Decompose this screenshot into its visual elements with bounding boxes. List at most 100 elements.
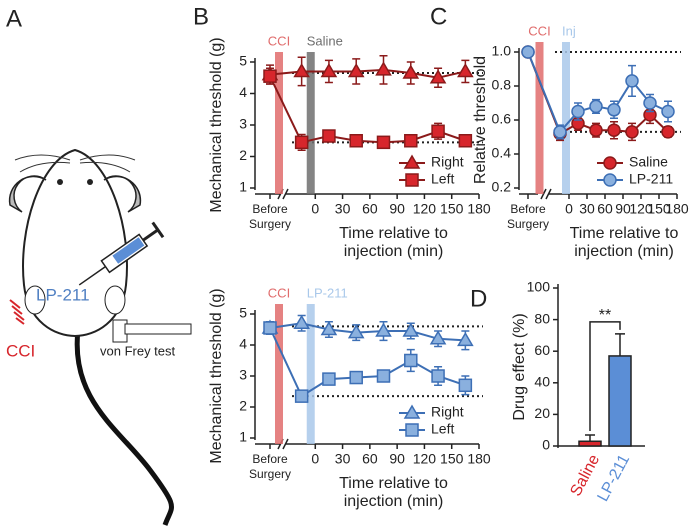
x-tick-label: 180 (665, 201, 689, 217)
x-axis-label: Time relative to (339, 225, 448, 242)
mouse-illustration: LP-211 CCI von Frey test (6, 148, 192, 526)
marker (405, 173, 419, 187)
event-label: CCI (268, 285, 290, 300)
x-tick-label: Surgery (507, 217, 549, 231)
panel-label: D (470, 285, 487, 312)
connector (269, 327, 303, 397)
y-tick-label: 3 (239, 116, 247, 132)
marker (322, 129, 336, 143)
marker (402, 64, 420, 79)
marker (661, 125, 675, 139)
legend-label: Right (431, 404, 464, 420)
marker (431, 124, 445, 139)
eye (87, 179, 93, 185)
y-axis-label: Mechanical threshold (g) (208, 37, 225, 212)
y-tick-label: 1.0 (492, 43, 512, 59)
x-tick-label: Before (252, 452, 288, 466)
marker (294, 389, 309, 403)
y-tick-label: 0.4 (492, 145, 512, 161)
marker (429, 69, 447, 84)
x-tick-label: 120 (629, 201, 653, 217)
y-tick-label: 0.2 (492, 179, 512, 195)
significance-bracket (589, 321, 621, 431)
x-tick-label: 30 (335, 201, 351, 217)
marker (589, 99, 603, 114)
event-label: CCI (528, 23, 550, 38)
legend-label: Saline (629, 154, 668, 170)
x-tick-label: Surgery (249, 217, 291, 231)
event-band (562, 42, 570, 194)
error-bar (615, 333, 625, 356)
bar (578, 440, 602, 447)
marker (458, 378, 473, 393)
marker (293, 62, 310, 78)
marker (571, 104, 585, 119)
x-tick-label: 0 (565, 201, 573, 217)
x-axis-label: Time relative to (339, 475, 448, 492)
x-axis-label: injection (min) (344, 493, 444, 510)
x-tick-label: 180 (467, 201, 491, 217)
event-label: Saline (307, 33, 343, 48)
y-tick-label: 5 (239, 305, 247, 321)
connector (269, 75, 303, 143)
marker (403, 404, 421, 419)
marker (603, 173, 617, 187)
marker (347, 62, 365, 78)
marker (376, 135, 391, 150)
x-tick-label: 180 (467, 451, 491, 467)
marker (376, 369, 391, 383)
y-tick-label: 0.8 (492, 77, 512, 93)
marker (457, 62, 474, 78)
significance-label: ** (599, 307, 611, 324)
marker (607, 123, 621, 137)
y-tick-label: 40 (534, 374, 550, 390)
marker (661, 104, 675, 119)
x-tick-label: 0 (311, 201, 319, 217)
y-tick-label: 4 (239, 336, 247, 352)
mouse-body (22, 148, 128, 338)
whiskers (14, 154, 136, 173)
panel-label: A (6, 5, 22, 32)
y-tick-label: 100 (527, 279, 551, 295)
x-tick-label: 120 (413, 451, 437, 467)
event-label: Inj (562, 23, 576, 38)
event-band (306, 52, 315, 194)
marker (589, 123, 603, 137)
event-band (275, 304, 283, 444)
ear (103, 175, 142, 213)
event-band (306, 304, 315, 444)
x-tick-label: 30 (579, 201, 595, 217)
legend-label: Right (431, 154, 464, 170)
x-tick-label: 90 (615, 201, 631, 217)
y-tick-label: 80 (534, 310, 550, 326)
panel-label: B (193, 3, 209, 30)
error-bar (585, 434, 595, 442)
marker (322, 372, 336, 386)
event-band (275, 52, 283, 194)
marker (403, 154, 421, 169)
marker (349, 370, 363, 385)
x-axis-label: injection (min) (574, 243, 674, 260)
marker (375, 61, 392, 76)
legend-label: LP-211 (629, 171, 673, 187)
hind-leg (104, 285, 126, 315)
x-tick-label: 150 (440, 451, 464, 467)
marker (553, 125, 567, 139)
y-tick-label: 5 (239, 53, 247, 69)
lesion-mark (9, 299, 25, 325)
y-axis-label: Mechanical threshold (g) (208, 288, 225, 463)
marker (263, 69, 277, 83)
test-label: von Frey test (100, 343, 176, 358)
marker (521, 45, 535, 59)
x-tick-label: 60 (362, 201, 378, 217)
x-tick-label: 30 (335, 451, 351, 467)
y-tick-label: 0.6 (492, 111, 512, 127)
von-frey-device (124, 323, 192, 335)
marker (603, 156, 617, 170)
x-tick-label: 60 (362, 451, 378, 467)
y-tick-label: 4 (239, 84, 247, 100)
marker (263, 321, 277, 335)
x-tick-label: 150 (647, 201, 671, 217)
x-tick-label: 0 (311, 451, 319, 467)
x-axis-label: injection (min) (344, 243, 444, 260)
